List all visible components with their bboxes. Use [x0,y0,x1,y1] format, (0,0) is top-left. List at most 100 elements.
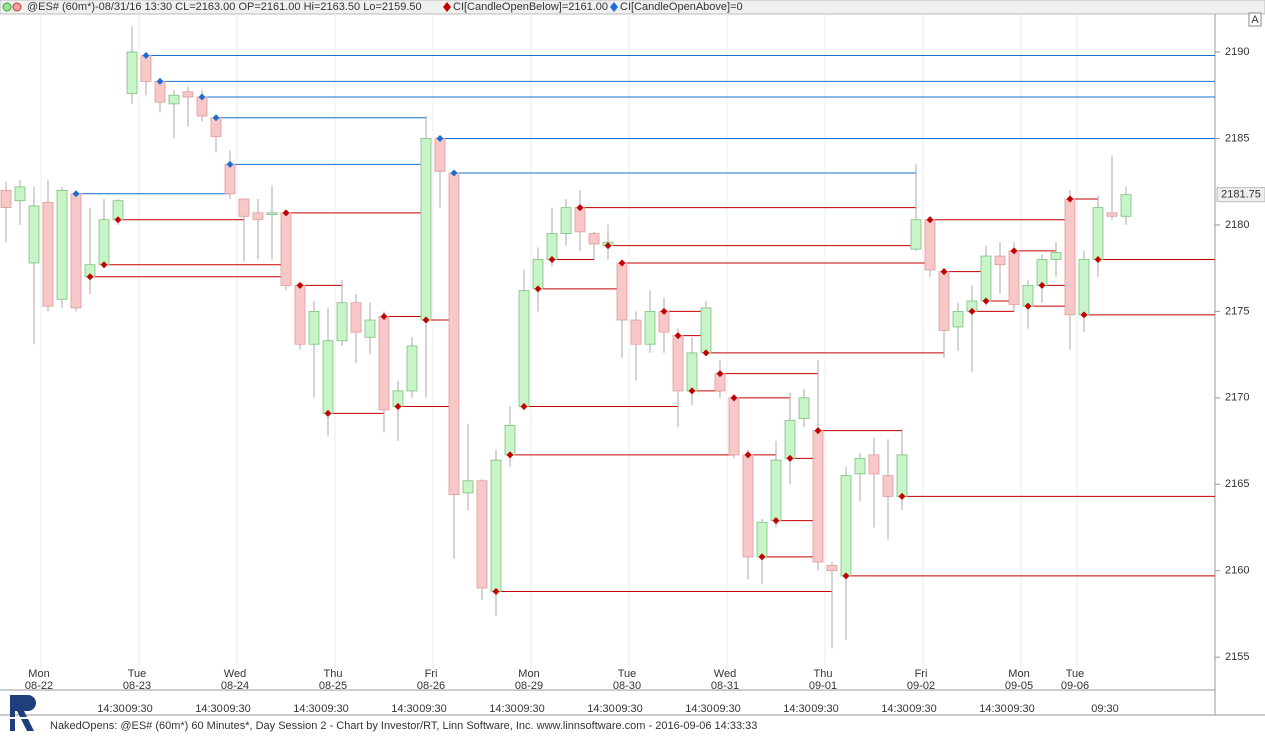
candle-body [336,302,348,342]
naked-open-marker [814,427,822,435]
time-label: 14:30 [293,703,321,715]
candle-body [28,205,40,264]
y-tick-label: 2180 [1225,219,1249,231]
candle-body [490,459,502,592]
time-label: 14:30 [489,703,517,715]
candle-body [434,138,446,172]
naked-open-marker [156,77,164,85]
legend-icon [610,2,618,12]
axis-corner-box[interactable] [1248,12,1262,27]
candle-body [1106,212,1118,217]
time-label: 09:30 [1091,703,1119,715]
naked-open-marker [534,285,542,293]
day-label: Mon [1008,668,1029,680]
candle-body [462,480,474,494]
candle-body [504,425,516,456]
candle-body [1092,207,1104,260]
time-label: 14:30 [685,703,713,715]
candle-body [1078,259,1090,316]
naked-open-marker [282,209,290,217]
naked-open-marker [142,51,150,59]
candle-body [378,316,390,411]
candle-body [56,189,68,300]
naked-open-marker [436,134,444,142]
candle-body [518,290,530,407]
naked-open-marker [1066,195,1074,203]
candle-body [0,189,12,209]
legend-icon [443,2,451,12]
status-icon [2,2,12,12]
day-label: Tue [1066,668,1085,680]
y-tick-label: 2175 [1225,305,1249,317]
y-tick-label: 2185 [1225,132,1249,144]
candle-body [574,207,586,233]
time-label: 09:30 [713,703,741,715]
axis-corner-label[interactable]: A [1251,14,1259,26]
candle-body [630,319,642,345]
y-tick-label: 2165 [1225,478,1249,490]
candle-body [294,285,306,345]
naked-open-marker [1038,281,1046,289]
naked-open-marker [492,587,500,595]
candle-body [770,459,782,521]
naked-open-marker [674,332,682,340]
naked-open-marker [520,402,528,410]
naked-open-marker [982,297,990,305]
date-label: 08-26 [417,680,445,692]
candle-body [896,454,908,497]
candle-body [700,307,712,354]
day-label: Wed [224,668,246,680]
date-label: 08-23 [123,680,151,692]
candle-body [126,51,138,94]
candle-body [1120,194,1132,217]
day-label: Tue [618,668,637,680]
candle-body [448,172,460,496]
candle-body [826,565,838,572]
candle-body [532,259,544,290]
naked-open-marker [786,454,794,462]
time-label: 09:30 [419,703,447,715]
naked-open-marker [100,261,108,269]
candle-body [98,219,110,266]
time-label: 09:30 [1007,703,1035,715]
header-title: @ES# (60m*)-08/31/16 13:30 CL=2163.00 OP… [27,1,422,13]
time-label: 14:30 [881,703,909,715]
date-label: 08-31 [711,680,739,692]
date-label: 08-29 [515,680,543,692]
naked-open-marker [450,169,458,177]
day-label: Wed [714,668,736,680]
time-label: 14:30 [587,703,615,715]
candle-body [560,207,572,234]
candle-body [644,310,656,345]
y-tick-label: 2190 [1225,46,1249,58]
candle-body [672,335,684,392]
naked-open-marker [604,242,612,250]
candle-body [812,430,824,563]
naked-open-marker [618,259,626,267]
date-label: 08-22 [25,680,53,692]
candle-body [784,419,796,459]
candle-body [238,198,250,217]
day-label: Mon [518,668,539,680]
day-label: Thu [814,668,833,680]
naked-open-marker [86,273,94,281]
naked-open-marker [772,517,780,525]
date-label: 09-05 [1005,680,1033,692]
candle-body [728,397,740,456]
day-label: Thu [324,668,343,680]
candle-body [742,454,754,558]
candle-body [882,475,894,497]
legend-below: CI[CandleOpenBelow]=2161.00 [453,1,608,13]
candle-body [868,454,880,475]
time-label: 14:30 [195,703,223,715]
candle-body [322,340,334,414]
day-label: Tue [128,668,147,680]
date-label: 08-24 [221,680,249,692]
naked-open-marker [898,492,906,500]
naked-open-marker [1010,247,1018,255]
candle-body [1036,259,1048,286]
candle-body [182,91,194,98]
naked-open-marker [394,402,402,410]
time-label: 09:30 [321,703,349,715]
